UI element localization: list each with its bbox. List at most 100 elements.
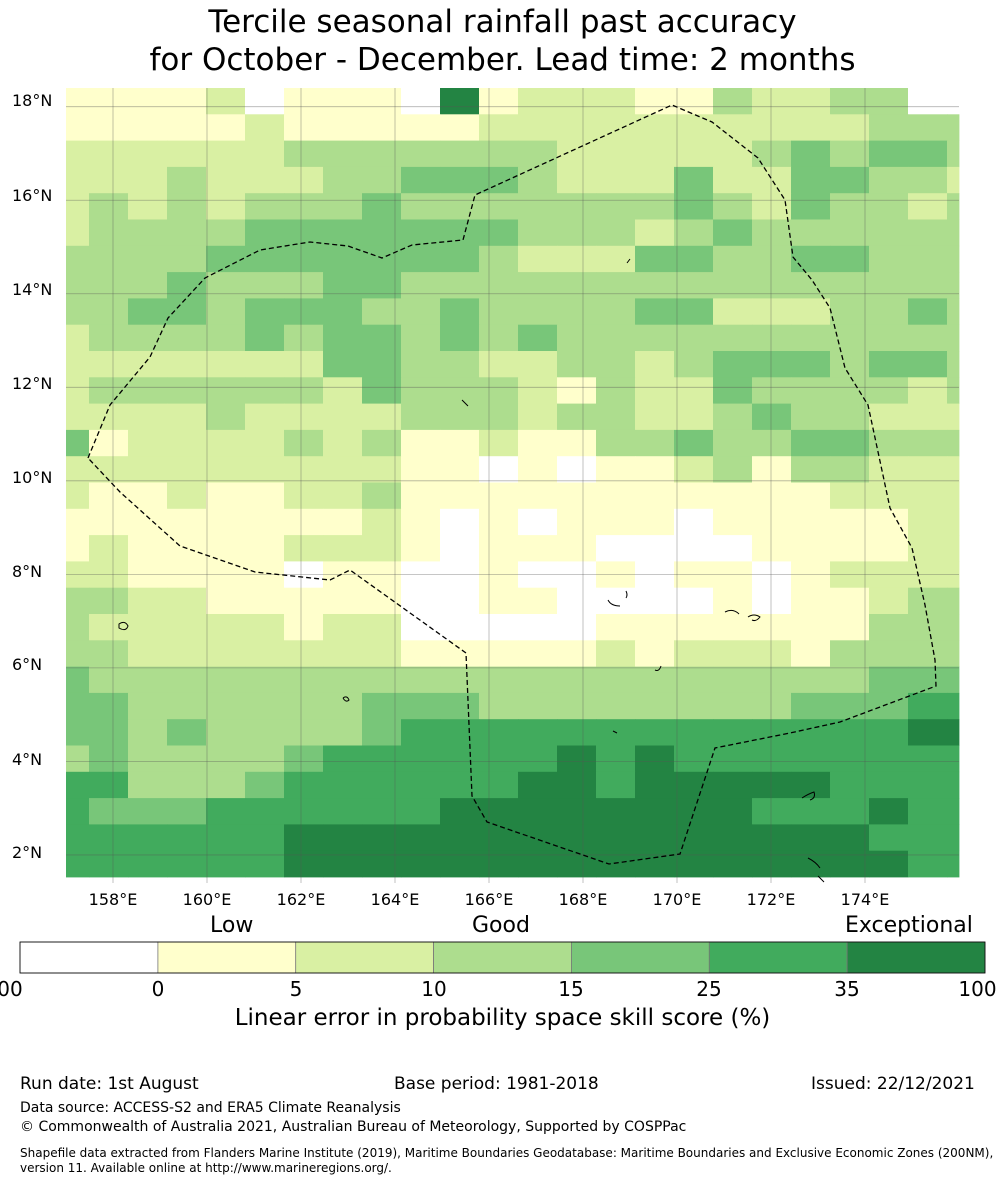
- shapefile-credit: Shapefile data extracted from Flanders M…: [20, 1146, 994, 1175]
- skill-cell: [206, 850, 246, 878]
- skill-cell: [245, 692, 285, 720]
- skill-cell: [596, 640, 636, 667]
- skill-cell: [713, 561, 753, 589]
- skill-cell: [128, 561, 168, 589]
- skill-cell: [674, 508, 714, 536]
- skill-cell: [89, 587, 129, 615]
- skill-cell: [752, 193, 792, 220]
- island-outline: [724, 609, 761, 622]
- skill-cell: [869, 298, 909, 326]
- skill-cell: [66, 666, 90, 694]
- skill-cell: [167, 377, 207, 404]
- skill-cell: [323, 324, 363, 352]
- skill-cell: [284, 298, 324, 326]
- skill-cell: [89, 824, 129, 852]
- skill-cell: [713, 692, 753, 720]
- lon-tick-label: 174°E: [840, 890, 890, 909]
- colorbar: [19, 941, 986, 974]
- skill-cell: [869, 666, 909, 694]
- skill-cell: [284, 193, 324, 220]
- skill-cell: [674, 482, 714, 510]
- skill-cell: [89, 561, 129, 589]
- skill-cell: [206, 114, 246, 141]
- skill-cell: [713, 429, 753, 457]
- skill-cell: [869, 640, 909, 667]
- skill-cell: [713, 535, 753, 562]
- skill-cell: [791, 798, 831, 825]
- skill-cell: [635, 482, 675, 510]
- skill-cell: [440, 798, 480, 825]
- skill-cell: [674, 324, 714, 352]
- skill-cell: [479, 298, 519, 326]
- skill-cell: [635, 140, 675, 168]
- skill-cell: [362, 482, 402, 510]
- skill-cell: [401, 403, 441, 431]
- skill-cell: [752, 114, 792, 141]
- skill-cell: [596, 614, 636, 641]
- skill-cell: [908, 719, 948, 746]
- skill-cell: [479, 403, 519, 431]
- skill-cell: [791, 850, 831, 878]
- colorbar-tick: 0: [151, 977, 165, 1001]
- skill-cell: [791, 245, 831, 273]
- skill-cell: [167, 561, 207, 589]
- skill-cell: [752, 140, 792, 168]
- skill-cell: [713, 850, 753, 878]
- skill-cell: [440, 324, 480, 352]
- skill-cell: [830, 298, 870, 326]
- lon-tick-label: 164°E: [370, 890, 420, 909]
- skill-cell: [869, 219, 909, 247]
- run-date: Run date: 1st August: [20, 1074, 199, 1094]
- colorbar-swatch: [295, 941, 435, 974]
- skill-cell: [479, 798, 519, 825]
- skill-cell: [557, 771, 597, 799]
- skill-cell: [752, 666, 792, 694]
- skill-cell: [908, 272, 948, 299]
- skill-cell: [518, 587, 558, 615]
- skill-cell: [752, 535, 792, 562]
- skill-cell: [791, 88, 831, 115]
- skill-cell: [674, 377, 714, 404]
- skill-cell: [440, 666, 480, 694]
- skill-cell: [713, 587, 753, 615]
- skill-cell: [440, 140, 480, 168]
- skill-cell: [947, 245, 960, 273]
- skill-cell: [791, 193, 831, 220]
- skill-cell: [752, 719, 792, 746]
- skill-cell: [284, 272, 324, 299]
- skill-cell: [128, 114, 168, 141]
- skill-cell: [323, 245, 363, 273]
- skill-cell: [66, 351, 90, 378]
- skill-cell: [479, 508, 519, 536]
- skill-cell: [947, 456, 960, 483]
- colorbar-label-exceptional: Exceptional: [845, 913, 973, 938]
- colorbar-tick: -100: [0, 977, 23, 1001]
- skill-cell: [947, 719, 960, 746]
- skill-cell: [440, 561, 480, 589]
- skill-cell: [401, 456, 441, 483]
- skill-cell: [128, 798, 168, 825]
- lon-tick-label: 162°E: [276, 890, 326, 909]
- skill-cell: [401, 140, 441, 168]
- skill-cell: [362, 771, 402, 799]
- skill-cell: [557, 324, 597, 352]
- skill-cell: [66, 614, 90, 641]
- skill-cell: [674, 666, 714, 694]
- skill-cell: [635, 771, 675, 799]
- skill-cell: [674, 140, 714, 168]
- skill-cell: [830, 193, 870, 220]
- skill-cell: [89, 508, 129, 536]
- skill-cell: [401, 798, 441, 825]
- skill-cell: [479, 482, 519, 510]
- skill-cell: [440, 587, 480, 615]
- skill-cell: [908, 666, 948, 694]
- skill-cell: [908, 561, 948, 589]
- skill-cell: [635, 535, 675, 562]
- skill-cell: [362, 272, 402, 299]
- skill-cell: [713, 324, 753, 352]
- skill-cell: [635, 824, 675, 852]
- skill-cell: [830, 587, 870, 615]
- skill-cell: [362, 324, 402, 352]
- skill-cell: [791, 771, 831, 799]
- skill-cell: [908, 88, 948, 115]
